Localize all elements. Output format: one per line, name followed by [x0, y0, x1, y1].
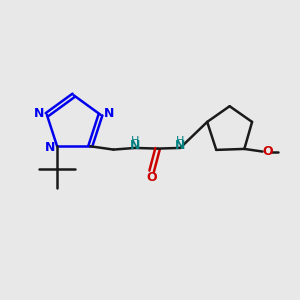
- Text: N: N: [175, 140, 185, 152]
- Text: N: N: [45, 141, 55, 154]
- Text: N: N: [130, 139, 140, 152]
- Text: H: H: [131, 136, 139, 146]
- Text: N: N: [103, 107, 114, 120]
- Text: O: O: [146, 171, 157, 184]
- Text: O: O: [262, 145, 272, 158]
- Text: H: H: [176, 136, 184, 146]
- Text: N: N: [33, 107, 44, 120]
